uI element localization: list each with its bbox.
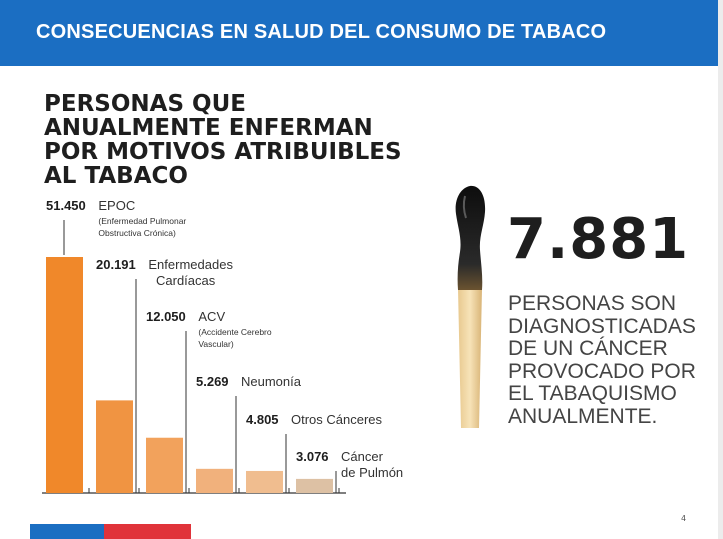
category-label: EPOC [98, 198, 135, 213]
category-label: Cardíacas [156, 273, 216, 288]
data-label: 12.050 [146, 309, 186, 324]
highlight-line: PROVOCADO POR [508, 359, 696, 383]
data-label: 51.450 [46, 198, 86, 213]
bar-3 [196, 468, 233, 493]
category-label: Otros Cánceres [291, 412, 383, 427]
main-title-line: ANUALMENTE ENFERMAN [44, 115, 373, 141]
highlight-line: ANUALMENTE. [508, 404, 658, 428]
bar-1 [96, 400, 133, 493]
bar-2 [146, 437, 183, 493]
highlight-line: DE UN CÁNCER [508, 337, 668, 360]
footer-stripe-blue [30, 524, 104, 539]
category-sublabel: (Accidente Cerebro [198, 327, 272, 337]
bar-chart: 51.450 EPOC (Enfermedad Pulmonar Obstructiv… [42, 198, 403, 494]
bar-4 [246, 470, 283, 493]
data-label: 3.076 [296, 449, 329, 464]
category-label: de Pulmón [341, 465, 403, 480]
main-title: PERSONAS QUE ANUALMENTE ENFERMAN POR MOT… [44, 92, 444, 188]
page-number: 4 [681, 514, 687, 523]
bar-5 [296, 478, 333, 493]
category-sublabel: Obstructiva Crónica) [98, 228, 176, 238]
highlight-text: PERSONAS SON DIAGNOSTICADAS DE UN CÁNCER… [508, 292, 708, 428]
category-sublabel: Vascular) [198, 339, 233, 349]
main-title-line: PERSONAS QUE [44, 91, 246, 117]
highlight-line: PERSONAS SON [508, 292, 677, 315]
category-label: ACV [198, 309, 225, 324]
highlight-line: EL TABAQUISMO [508, 382, 677, 405]
category-label: Neumonía [241, 374, 302, 389]
bar-0 [46, 257, 83, 493]
data-label: 5.269 [196, 374, 229, 389]
header-bar: CONSECUENCIAS EN SALUD DEL CONSUMO DE TA… [0, 0, 718, 66]
data-label: 20.191 [96, 257, 136, 272]
main-title-line: POR MOTIVOS ATRIBUIBLES [44, 139, 402, 165]
main-title-line: AL TABACO [44, 163, 188, 189]
category-label: Enfermedades [148, 257, 233, 272]
highlight-line: DIAGNOSTICADAS [508, 314, 696, 338]
category-label: Cáncer [341, 449, 384, 464]
burnt-match-icon [455, 185, 486, 428]
header-title: CONSECUENCIAS EN SALUD DEL CONSUMO DE TA… [36, 21, 607, 43]
data-label: 4.805 [246, 412, 279, 427]
footer-stripe-red [104, 524, 191, 539]
category-sublabel: (Enfermedad Pulmonar [98, 216, 186, 226]
highlight-number: 7.881 [507, 207, 690, 272]
